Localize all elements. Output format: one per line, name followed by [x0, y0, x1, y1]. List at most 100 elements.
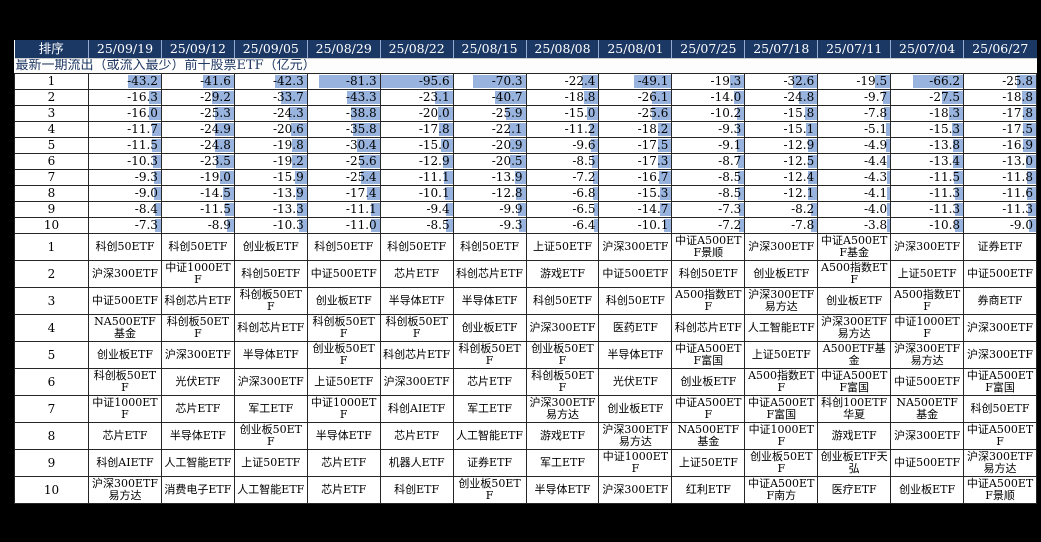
etf-name-cell: 半导体ETF — [233, 341, 308, 369]
flow-data-bar — [949, 107, 963, 120]
etf-name-cell: 沪深300ETF — [525, 314, 600, 342]
flow-value-cell: -11.3 — [890, 185, 965, 202]
flow-value-cell: -12.8 — [452, 185, 527, 202]
flow-value: -9.0 — [134, 186, 158, 201]
flow-value-cell: -11.1 — [379, 169, 454, 186]
flow-value: -6.5 — [572, 202, 596, 217]
etf-name-row: 9 科创AIETF 人工智能ETF 上证50ETF 芯片ETF 机器人ETF 证券ETF 军工… — [14, 449, 1037, 477]
etf-name-cell: 科创板50ETF — [525, 368, 600, 396]
flow-row: 1 -43.2 -41.6 -42.3 -81.3 -95.6 -70.3 -22.4 -49.… — [14, 73, 1037, 90]
etf-name-cell: 军工ETF — [233, 395, 308, 423]
flow-data-bar — [953, 155, 963, 168]
flow-value: -95.6 — [418, 74, 450, 89]
etf-name-cell: 半导体ETF — [160, 422, 235, 450]
flow-data-bar — [811, 203, 817, 216]
flow-value-cell: -25.8 — [963, 73, 1037, 90]
etf-name-cell: 创业板ETF — [233, 233, 308, 261]
flow-value-cell: -9.3 — [452, 217, 527, 234]
etf-name-row: 10 沪深300ETF易方达 消费电子ETF 人工智能ETF 芯片ETF 科创ETF 创业板… — [14, 476, 1037, 504]
etf-name-cell: 中证500ETF — [890, 368, 965, 396]
flow-data-bar — [913, 75, 963, 88]
flow-data-bar — [1016, 75, 1036, 88]
flow-value: -29.2 — [200, 90, 231, 105]
flow-data-bar — [154, 203, 161, 216]
flow-value: -18.8 — [564, 90, 596, 105]
flow-row: 5 -11.5 -24.8 -19.8 -30.4 -15.0 -20.9 -9.6 -17.5… — [14, 137, 1037, 154]
etf-name-cell: 科创板50ETF — [379, 314, 454, 342]
flow-value-cell: -29.2 — [160, 89, 235, 106]
etf-name-cell: 沪深300ETF易方达 — [744, 287, 819, 315]
etf-name-cell: 上证50ETF — [890, 260, 965, 288]
etf-name-cell: 沪深300ETF — [890, 422, 965, 450]
flow-value: -25.4 — [345, 170, 377, 185]
date-header-cell: 25/07/04 — [890, 40, 964, 59]
flow-data-bar — [887, 203, 890, 216]
flow-value-cell: -11.6 — [963, 185, 1037, 202]
etf-name-cell: 科创板50ETF — [88, 368, 162, 396]
flow-value-cell: -16.7 — [598, 169, 673, 186]
etf-name-cell: 创业板50ETF — [744, 449, 819, 477]
etf-name-cell: 上证50ETF — [671, 449, 746, 477]
etf-name-cell: 军工ETF — [452, 395, 527, 423]
flow-value-cell: -13.3 — [233, 201, 308, 218]
flow-data-bar — [729, 75, 744, 88]
flow-value: -11.3 — [929, 202, 961, 217]
flow-data-bar — [887, 187, 890, 200]
date-header-row: 排序 25/09/19 25/09/12 25/09/05 25/08/29 25/08/… — [14, 40, 1037, 59]
flow-data-bar — [593, 203, 598, 216]
etf-name-cell: 科创50ETF — [525, 287, 600, 315]
date-header-cell: 25/09/12 — [160, 40, 235, 59]
flow-value-cell: -9.9 — [452, 201, 527, 218]
flow-value: -15.3 — [929, 122, 961, 137]
flow-value-cell: -25.6 — [306, 153, 381, 170]
flow-value: -25.8 — [1002, 74, 1033, 89]
date-header-cell: 25/07/18 — [744, 40, 818, 59]
flow-data-bar — [439, 123, 453, 136]
flow-value: -17.5 — [1002, 122, 1033, 137]
flow-value-cell: -95.6 — [379, 73, 454, 90]
rank-cell: 1 — [14, 73, 89, 90]
flow-data-bar — [202, 75, 234, 88]
flow-data-bar — [738, 203, 744, 216]
flow-value: -24.3 — [272, 106, 304, 121]
etf-name-cell: 沪深300ETF易方达 — [963, 449, 1037, 477]
etf-name-row: 4 NA500ETF基金 科创板50ETF 科创芯片ETF 科创板50ETF 科创板50E… — [14, 314, 1037, 342]
flow-value: -16.7 — [637, 170, 669, 185]
flow-value: -12.9 — [783, 138, 815, 153]
flow-value: -17.8 — [418, 122, 450, 137]
flow-row: 2 -16.3 -29.2 -33.7 -43.3 -23.1 -40.7 -18.8 -26.… — [14, 89, 1037, 106]
flow-value: -11.1 — [418, 170, 450, 185]
flow-value-cell: -7.8 — [744, 217, 819, 234]
flow-value: -19.8 — [272, 138, 304, 153]
flow-value-cell: -23.5 — [160, 153, 235, 170]
flow-value-cell: -26.1 — [598, 89, 673, 106]
flow-data-bar — [808, 187, 817, 200]
flow-value-cell: -5.1 — [817, 121, 892, 138]
flow-data-bar — [1021, 91, 1036, 104]
rank-cell: 6 — [14, 368, 89, 396]
flow-data-bar — [347, 91, 380, 104]
etf-name-cell: 芯片ETF — [379, 260, 454, 288]
etf-name-cell: 沪深300ETF易方达 — [890, 341, 965, 369]
flow-value: -40.7 — [491, 90, 523, 105]
flow-value: -10.3 — [127, 154, 158, 169]
flow-data-bar — [954, 203, 963, 216]
etf-name-row: 7 中证1000ETF 芯片ETF 军工ETF 中证1000ETF 科创AIETF 军工ET… — [14, 395, 1037, 423]
flow-data-bar — [296, 203, 307, 216]
flow-data-bar — [299, 219, 307, 232]
etf-name-cell: 中证A500ETF — [671, 395, 746, 423]
flow-data-bar — [442, 155, 453, 168]
flow-data-bar — [634, 75, 671, 88]
flow-value-cell: -16.9 — [963, 137, 1037, 154]
rank-cell: 6 — [14, 153, 89, 170]
flow-value-cell: -15.3 — [890, 121, 965, 138]
flow-data-bar — [360, 171, 380, 184]
etf-name-cell: 沪深300ETF — [233, 368, 308, 396]
flow-data-bar — [733, 91, 744, 104]
flow-value-cell: -8.5 — [671, 169, 746, 186]
flow-data-bar — [954, 219, 963, 232]
flow-value: -11.7 — [127, 122, 158, 137]
etf-name-cell: 科创板50ETF — [160, 314, 235, 342]
rank-cell: 1 — [14, 233, 89, 261]
flow-value: -8.5 — [718, 170, 742, 185]
